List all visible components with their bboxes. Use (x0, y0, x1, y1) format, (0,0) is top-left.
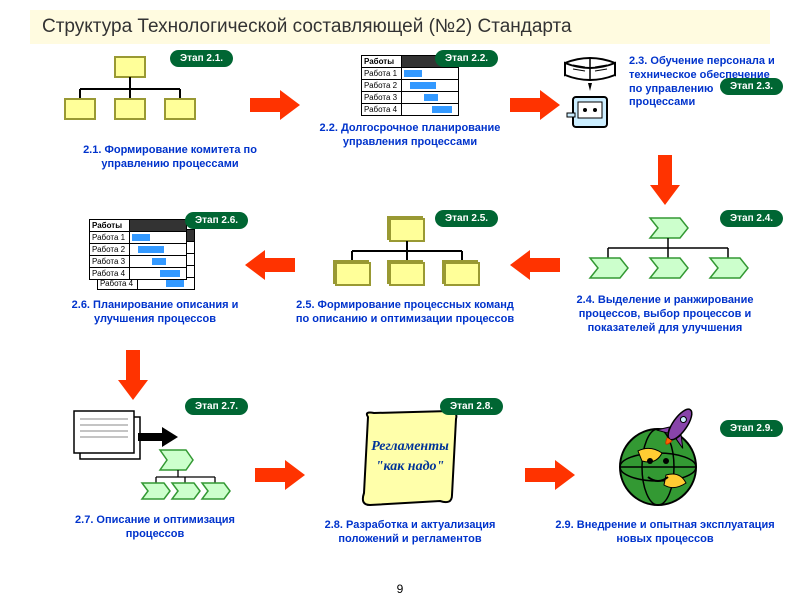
stage-2-4: 2.4. Выделение и ранжирование процессов,… (555, 215, 775, 335)
caption-2-8: 2.8. Разработка и актуализация положений… (300, 519, 520, 547)
globe-rocket-icon (600, 405, 730, 515)
page-title: Структура Технологической составляющей (… (30, 10, 770, 44)
org-chart-icon (60, 55, 200, 135)
caption-2-7: 2.7. Описание и оптимизация процессов (45, 514, 265, 542)
stage-2-8: Регламенты "как надо" 2.8. Разработка и … (300, 405, 520, 547)
badge-2-1: Этап 2.1. (170, 50, 233, 67)
badge-2-4: Этап 2.4. (720, 210, 783, 227)
badge-2-2: Этап 2.2. (435, 50, 498, 67)
arrow-right-icon (250, 90, 300, 120)
caption-2-5: 2.5. Формирование процессных команд по о… (295, 299, 515, 327)
stage-2-2: Работы Работа 1 Работа 2 Работа 3 Работа… (300, 55, 520, 150)
badge-2-6: Этап 2.6. (185, 212, 248, 229)
stage-2-6: Работы Работа 1 Работа 2 Работа 3 Работа… (45, 215, 265, 327)
arrow-down-icon (118, 350, 148, 400)
badge-2-3: Этап 2.3. (720, 78, 783, 95)
arrow-right-icon (255, 460, 305, 490)
caption-2-6: 2.6. Планирование описания и улучшения п… (45, 299, 265, 327)
badge-2-7: Этап 2.7. (185, 398, 248, 415)
caption-2-3: 2.3. Обучение персонала и техническое об… (629, 55, 779, 135)
training-icon (555, 55, 625, 135)
caption-2-9: 2.9. Внедрение и опытная эксплуатация но… (555, 519, 775, 547)
svg-text:"как надо": "как надо" (376, 459, 445, 474)
team-org-icon (330, 215, 480, 295)
badge-2-8: Этап 2.8. (440, 398, 503, 415)
arrow-left-icon (510, 250, 560, 280)
badge-2-9: Этап 2.9. (720, 420, 783, 437)
stage-2-1: 2.1. Формирование комитета по управлению… (60, 55, 280, 172)
page-number: 9 (0, 582, 800, 596)
svg-text:Регламенты: Регламенты (371, 439, 449, 454)
stage-2-5: 2.5. Формирование процессных команд по о… (295, 215, 515, 327)
stage-2-7: 2.7. Описание и оптимизация процессов (45, 405, 265, 542)
badge-2-5: Этап 2.5. (435, 210, 498, 227)
process-optim-icon (70, 405, 240, 510)
arrow-right-icon (510, 90, 560, 120)
stage-2-3: 2.3. Обучение персонала и техническое об… (555, 55, 785, 135)
caption-2-2: 2.2. Долгосрочное планирование управлени… (300, 122, 520, 150)
gantt-table-icon: Работы Работа 1 Работа 2 Работа 3 Работа… (89, 219, 187, 280)
caption-2-4: 2.4. Выделение и ранжирование процессов,… (555, 294, 775, 335)
caption-2-1: 2.1. Формирование комитета по управлению… (60, 144, 280, 172)
document-icon: Регламенты "как надо" (340, 405, 480, 515)
arrow-down-icon (650, 155, 680, 205)
